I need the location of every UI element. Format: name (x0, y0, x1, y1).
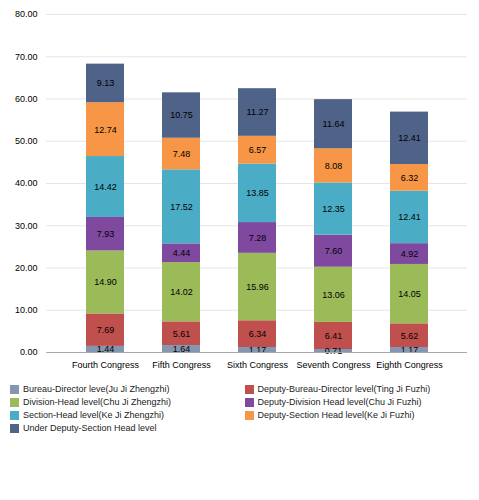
svg-text:70.00: 70.00 (15, 52, 38, 62)
svg-text:11.27: 11.27 (247, 107, 269, 117)
svg-text:7.28: 7.28 (249, 233, 267, 243)
svg-text:50.00: 50.00 (15, 136, 38, 146)
svg-text:5.61: 5.61 (173, 329, 191, 339)
svg-text:14.05: 14.05 (398, 289, 421, 299)
html-text:Deputy-Section Head level(Ke J: Deputy-Section Head level(Ke Ji Fuzhi) (257, 410, 415, 420)
svg-text:7.48: 7.48 (173, 149, 191, 159)
svg-text:1.17: 1.17 (401, 345, 419, 355)
svg-text:Fourth Congress: Fourth Congress (72, 360, 140, 370)
svg-text:13.85: 13.85 (246, 188, 269, 198)
svg-text:Sixth Congress: Sixth Congress (227, 360, 289, 370)
svg-text:6.57: 6.57 (249, 145, 267, 155)
svg-text:9.13: 9.13 (97, 78, 115, 88)
svg-text:7.93: 7.93 (97, 229, 115, 239)
svg-text:40.00: 40.00 (15, 178, 38, 188)
svg-text:6.34: 6.34 (249, 329, 267, 339)
html-text:Deputy-Division Head level(Chu: Deputy-Division Head level(Chu Ji Fuzhi) (257, 397, 422, 407)
svg-text:12.35: 12.35 (322, 204, 345, 214)
svg-text:15.96: 15.96 (246, 282, 269, 292)
svg-text:20.00: 20.00 (15, 263, 38, 273)
svg-text:30.00: 30.00 (15, 221, 38, 231)
svg-text:1.17: 1.17 (249, 345, 267, 355)
svg-text:5.62: 5.62 (401, 331, 419, 341)
svg-text:0.71: 0.71 (325, 346, 343, 356)
svg-text:12.41: 12.41 (398, 212, 421, 222)
html-text:Bureau-Director leve(Ju Ji Zhe: Bureau-Director leve(Ju Ji Zhengzhi) (23, 384, 170, 394)
svg-text:14.90: 14.90 (94, 277, 117, 287)
svg-text:12.74: 12.74 (94, 125, 117, 135)
svg-text:6.32: 6.32 (401, 173, 419, 183)
svg-text:13.06: 13.06 (322, 290, 345, 300)
svg-text:60.00: 60.00 (15, 94, 38, 104)
svg-text:7.60: 7.60 (325, 246, 343, 256)
svg-text:1.44: 1.44 (96, 344, 115, 355)
svg-text:17.52: 17.52 (170, 202, 193, 212)
svg-text:12.41: 12.41 (398, 133, 421, 143)
svg-text:14.02: 14.02 (170, 287, 193, 297)
svg-text:14.42: 14.42 (94, 182, 117, 192)
html-text:Under Deputy-Section Head leve: Under Deputy-Section Head level (23, 423, 157, 433)
svg-text:80.00: 80.00 (15, 9, 38, 19)
svg-text:10.75: 10.75 (170, 110, 193, 120)
svg-text:Seventh Congress: Seventh Congress (296, 360, 371, 370)
html-text:Section-Head level(Ke Ji Zheng: Section-Head level(Ke Ji Zhengzhi) (23, 410, 165, 420)
svg-text:6.41: 6.41 (325, 331, 343, 341)
svg-text:4.92: 4.92 (401, 249, 419, 259)
svg-text:7.69: 7.69 (97, 325, 115, 335)
svg-text:Eighth Congress: Eighth Congress (376, 360, 443, 370)
svg-text:10.00: 10.00 (15, 305, 38, 315)
svg-text:Fifth Congress: Fifth Congress (152, 360, 211, 370)
svg-text:1.64: 1.64 (172, 343, 191, 354)
html-text:Division-Head level(Chu Ji Zhe: Division-Head level(Chu Ji Zhengzhi) (23, 397, 172, 407)
svg-text:0.00: 0.00 (20, 347, 38, 357)
html-text:Deputy-Bureau-Director level(T: Deputy-Bureau-Director level(Ting Ji Fuz… (257, 384, 431, 394)
svg-text:4.44: 4.44 (173, 248, 191, 258)
svg-text:11.64: 11.64 (323, 119, 345, 129)
svg-text:8.08: 8.08 (325, 161, 343, 171)
